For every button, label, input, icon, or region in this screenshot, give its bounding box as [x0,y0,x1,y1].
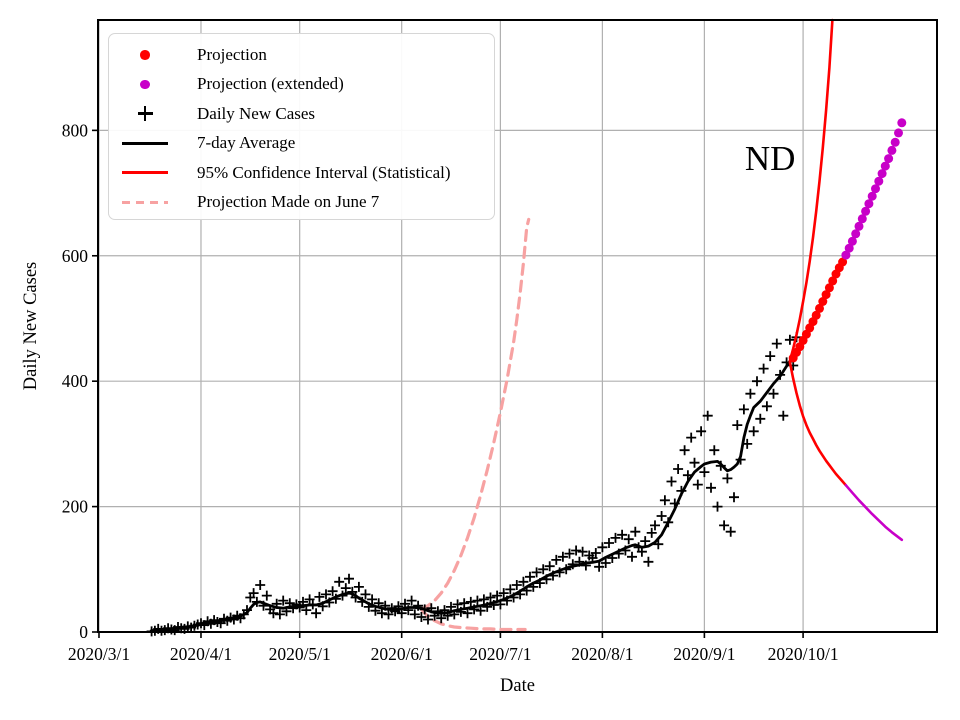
y-tick-label: 400 [62,371,89,391]
x-tick-label: 2020/7/1 [469,644,531,664]
daily-cases-markers [146,332,802,637]
plot-frame [97,19,938,633]
projection-dot [867,191,877,201]
projection-dot-icon [140,50,150,60]
state-annotation: ND [745,139,796,178]
legend-item-projection: Projection [119,40,484,70]
series-line [150,359,792,633]
series-line [788,361,848,487]
x-tick-label: 2020/5/1 [269,644,331,664]
legend-item-confidence-interval: 95% Confidence Interval (Statistical) [119,158,484,188]
projection-dot [838,257,848,267]
projection-dot [894,128,903,138]
red-line-icon [122,171,168,175]
y-tick-label: 600 [62,246,89,266]
x-tick-label: 2020/8/1 [571,644,633,664]
x-tick-labels: 2020/3/1 2020/4/1 2020/5/1 2020/6/1 2020/7/1… [68,644,839,664]
y-tick-label: 800 [62,120,89,140]
projection-dot [811,310,821,320]
x-tick-label: 2020/3/1 [68,644,130,664]
series-line [844,483,904,542]
y-tick-labels: 0 200 400 600 800 [62,120,89,642]
projection-dot [815,303,824,313]
projection-dot [864,199,874,209]
plus-marker-icon [137,106,153,122]
legend-item-daily-new-cases: Daily New Cases [119,99,484,129]
projection-dot [854,221,864,231]
series-dashed [419,217,531,612]
projection-dot [821,290,831,300]
legend-label: Daily New Cases [197,103,316,123]
legend-label: Projection [197,44,267,64]
projection-dot [887,145,897,155]
projection-dot [897,118,907,128]
black-line-icon [122,141,168,145]
legend-label: 7-day Average [197,133,296,153]
projection-dot [890,137,900,147]
y-tick-label: 0 [79,622,88,642]
legend-item-june7-projection: Projection Made on June 7 [119,188,484,218]
projection-dot [841,250,851,260]
projection-dot [871,184,880,194]
legend-item-projection-extended: Projection (extended) [119,70,484,100]
y-tick-label: 200 [62,497,89,517]
x-axis-label: Date [500,676,535,696]
pink-dashed-line-icon [122,200,168,204]
projection-dot [844,243,854,253]
series-dashed [419,607,527,632]
projection-dot [861,206,871,216]
legend-label: 95% Confidence Interval (Statistical) [197,162,451,182]
projection-dot [824,283,834,293]
x-tick-label: 2020/6/1 [371,644,433,664]
legend-label: Projection Made on June 7 [197,192,380,212]
projection-dot [884,154,894,164]
projection-extended-dot-icon [140,79,150,89]
projection-dot [877,169,887,179]
legend: Projection Projection (extended) Daily N… [108,33,495,220]
x-tick-label: 2020/9/1 [673,644,735,664]
tick-marks [92,129,804,638]
legend-label: Projection (extended) [197,74,344,94]
projection-dot [818,297,828,306]
y-axis-label: Daily New Cases [21,262,41,390]
projection-dot [880,161,890,171]
projection-dot [847,236,857,246]
x-tick-label: 2020/10/1 [768,644,839,664]
projection-dot [828,276,838,286]
projection-dot [857,214,867,224]
projection-dot [851,229,861,239]
series-line [788,18,834,363]
projection-dot [874,176,884,186]
legend-item-7day-average: 7-day Average [119,129,484,159]
x-tick-label: 2020/4/1 [170,644,232,664]
